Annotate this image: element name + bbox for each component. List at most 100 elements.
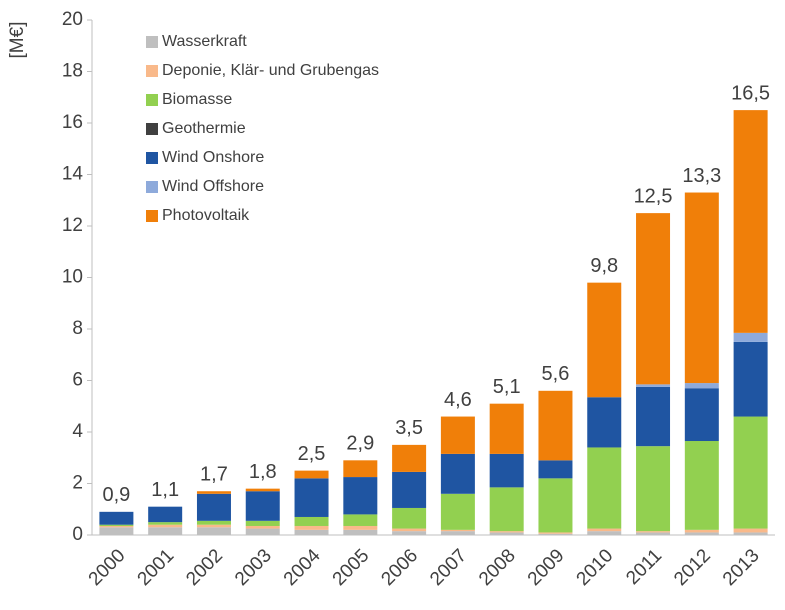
x-tick-label: 2004 — [280, 545, 325, 590]
total-label: 12,5 — [634, 185, 673, 207]
y-tick-label: 0 — [72, 524, 83, 545]
bar-segment — [294, 525, 329, 530]
legend-swatch — [146, 36, 158, 48]
bar-segment — [392, 528, 427, 532]
y-tick-label: 12 — [62, 215, 83, 236]
bar-segment — [440, 416, 475, 454]
bar-segment — [343, 525, 378, 530]
bar-segment — [684, 383, 719, 389]
bar-segment — [733, 416, 768, 529]
legend-label: Deponie, Klär- und Grubengas — [162, 62, 379, 79]
bar-segment — [245, 491, 280, 521]
y-tick-label: 10 — [62, 267, 83, 288]
bar-segment — [587, 397, 622, 448]
total-label: 9,8 — [590, 255, 618, 277]
x-tick-label: 2001 — [134, 545, 179, 590]
y-tick-label: 6 — [72, 370, 83, 391]
y-tick-label: 2 — [72, 473, 83, 494]
bar-segment — [733, 110, 768, 333]
x-tick-label: 2003 — [231, 545, 276, 590]
x-tick-label: 2010 — [573, 545, 618, 590]
x-tick-label: 2009 — [524, 545, 569, 590]
bar-segment — [636, 386, 671, 447]
bar-segment — [245, 520, 280, 526]
bar-segment — [684, 529, 719, 533]
bar-segment — [440, 493, 475, 530]
bar-segment — [343, 529, 378, 535]
total-label: 2,9 — [346, 433, 374, 455]
bar-segment — [587, 282, 622, 398]
bar-segment — [343, 477, 378, 515]
legend-swatch — [146, 94, 158, 106]
bar-segment — [587, 447, 622, 529]
x-tick-label: 2005 — [329, 545, 374, 590]
total-label: 1,1 — [151, 479, 179, 501]
legend-label: Biomasse — [162, 91, 232, 108]
bar-segment — [684, 532, 719, 535]
bar-segment — [392, 444, 427, 472]
legend-swatch — [146, 123, 158, 135]
bar-segment — [99, 527, 134, 535]
bar-segment — [489, 403, 524, 454]
bar-segment — [636, 532, 671, 535]
x-tick-label: 2006 — [377, 545, 422, 590]
y-tick-label: 14 — [62, 164, 84, 185]
total-label: 1,7 — [200, 464, 228, 486]
legend-swatch — [146, 210, 158, 222]
legend-swatch — [146, 65, 158, 77]
bar-segment — [684, 192, 719, 384]
bar-segment — [636, 213, 671, 385]
y-tick-label: 8 — [72, 318, 83, 339]
x-tick-label: 2013 — [719, 545, 764, 590]
bar-segment — [343, 460, 378, 478]
bar-segment — [148, 506, 183, 523]
bar-segment — [733, 341, 768, 417]
bar-segment — [489, 453, 524, 488]
bar-segment — [440, 453, 475, 494]
bar-segment — [538, 532, 573, 534]
total-label: 16,5 — [731, 82, 770, 104]
bar-segment — [196, 491, 231, 494]
bar-segment — [245, 488, 280, 492]
bar-segment — [294, 516, 329, 526]
bar-segment — [392, 471, 427, 508]
total-label: 0,9 — [102, 484, 130, 506]
bar-segment — [538, 460, 573, 479]
legend-label: Geothermie — [162, 120, 246, 137]
x-tick-label: 2000 — [85, 545, 130, 590]
legend-label: Photovoltaik — [162, 207, 250, 224]
y-tick-label: 4 — [72, 421, 83, 442]
bar-segment — [587, 531, 622, 535]
bar-segment — [148, 527, 183, 535]
bar-segment — [587, 528, 622, 532]
y-axis-label: [M€] — [7, 22, 28, 59]
bar-segment — [99, 525, 134, 528]
bar-segment — [489, 531, 524, 533]
bar-segment — [636, 531, 671, 533]
bar-segment — [245, 528, 280, 535]
bar-segment — [684, 441, 719, 530]
bar-segment — [538, 533, 573, 535]
total-label: 5,1 — [493, 376, 521, 398]
bar-segment — [392, 507, 427, 529]
bar-segment — [733, 528, 768, 533]
bar-segment — [99, 511, 134, 525]
bar-segment — [196, 527, 231, 535]
bar-segment — [538, 390, 573, 461]
x-tick-label: 2008 — [475, 545, 520, 590]
total-label: 1,8 — [249, 461, 277, 483]
bar-segment — [343, 514, 378, 526]
x-tick-label: 2012 — [670, 545, 715, 590]
bar-segment — [489, 487, 524, 532]
bar-segment — [99, 524, 134, 526]
bar-segment — [684, 388, 719, 442]
bar-segment — [294, 478, 329, 517]
bar-segment — [538, 478, 573, 533]
y-tick-label: 20 — [62, 9, 83, 30]
total-label: 5,6 — [542, 363, 570, 385]
bar-segment — [148, 524, 183, 528]
bar-segment — [392, 531, 427, 535]
x-tick-label: 2002 — [182, 545, 227, 590]
bar-segment — [440, 529, 475, 532]
